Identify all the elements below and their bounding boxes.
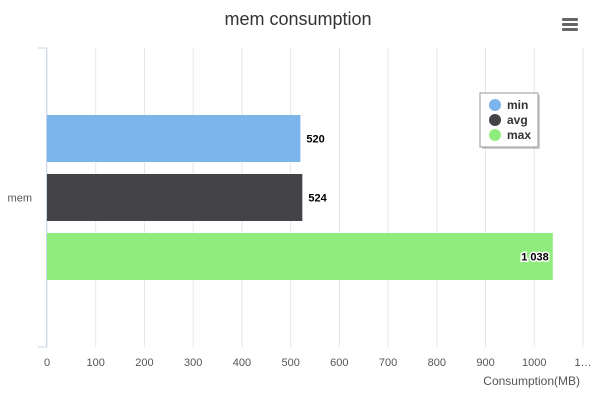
bar-avg[interactable] [47, 174, 303, 221]
x-tick-label: 200 [135, 357, 153, 369]
bar-min[interactable] [47, 115, 301, 162]
x-tick-label: 700 [379, 357, 397, 369]
menu-line [562, 28, 578, 31]
legend-item-min[interactable]: min [507, 98, 528, 112]
x-tick-label: 1… [574, 357, 591, 369]
legend-marker-avg [489, 114, 501, 126]
y-tick-label: mem [8, 193, 32, 205]
legend-item-max[interactable]: max [507, 128, 531, 142]
bar-max[interactable] [47, 233, 553, 280]
menu-line [562, 23, 578, 26]
bars [47, 115, 553, 280]
x-tick-label: 1000 [522, 357, 546, 369]
legend-marker-min [489, 99, 501, 111]
x-tick-label: 800 [428, 357, 446, 369]
x-tick-label: 400 [233, 357, 251, 369]
data-label-max: 1 038 [521, 252, 549, 264]
x-tick-label: 0 [44, 357, 50, 369]
x-tick-label: 900 [476, 357, 494, 369]
hamburger-menu-icon[interactable] [558, 14, 582, 36]
axes: 0 100 200 300 400 500 600 700 800 900 1000 1… [38, 47, 592, 369]
x-tick-label: 600 [330, 357, 348, 369]
x-tick-label: 300 [184, 357, 202, 369]
chart-title: mem consumption [224, 9, 372, 29]
menu-line [562, 18, 578, 21]
x-tick-label: 500 [281, 357, 299, 369]
data-label-min: 520 [306, 134, 324, 146]
data-labels: 520 524 1 038 [306, 134, 550, 266]
x-tick-label: 100 [87, 357, 105, 369]
x-axis-title: Consumption(MB) [483, 374, 580, 388]
legend-marker-max [489, 129, 501, 141]
data-label-avg: 524 [308, 193, 327, 205]
legend-item-avg[interactable]: avg [507, 113, 528, 127]
